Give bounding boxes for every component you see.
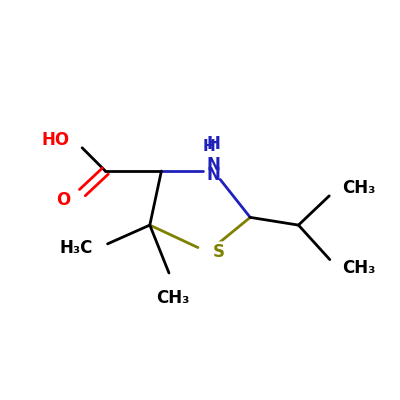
Text: H₃C: H₃C bbox=[60, 239, 93, 257]
Text: CH₃: CH₃ bbox=[156, 289, 190, 307]
Text: H: H bbox=[202, 139, 215, 154]
Text: CH₃: CH₃ bbox=[342, 258, 375, 276]
Text: H
N: H N bbox=[206, 136, 220, 174]
Text: N: N bbox=[206, 166, 220, 184]
Text: HO: HO bbox=[42, 131, 70, 149]
Text: O: O bbox=[56, 191, 70, 209]
Text: CH₃: CH₃ bbox=[342, 180, 375, 198]
Text: S: S bbox=[212, 243, 224, 261]
